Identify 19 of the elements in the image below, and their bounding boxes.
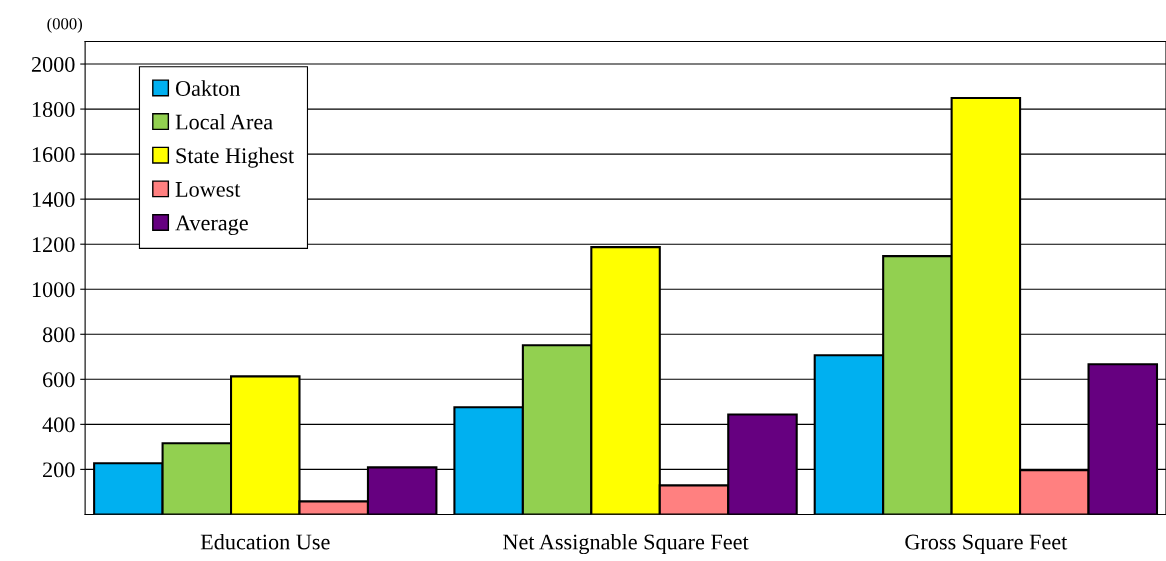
y-tick-label: 1400	[32, 192, 75, 208]
legend-label: Average	[175, 215, 248, 236]
legend-label: Lowest	[175, 182, 241, 197]
text: (000)	[47, 17, 83, 33]
y-tick-label: 1800	[32, 102, 75, 117]
x-tick-label: Education Use	[200, 533, 330, 550]
legend-label: State Highest	[176, 147, 295, 168]
y-tick-label: 1600	[32, 147, 75, 163]
y-tick-label: 800	[42, 327, 75, 343]
y-tick-label: 2000	[31, 56, 75, 72]
legend-label: Local Area	[175, 113, 273, 130]
x-tick-label: Net Assignable Square Feet	[503, 533, 749, 555]
y-tick-label: 200	[43, 462, 75, 478]
y-tick-label: 600	[43, 372, 75, 388]
y-tick-label: 400	[42, 417, 75, 433]
x-tick-label: Gross Square Feet	[905, 534, 1068, 555]
y-tick-label: 1000	[32, 282, 75, 298]
y-tick-label: 1200	[32, 237, 75, 253]
legend-label: Oakton	[175, 80, 241, 96]
